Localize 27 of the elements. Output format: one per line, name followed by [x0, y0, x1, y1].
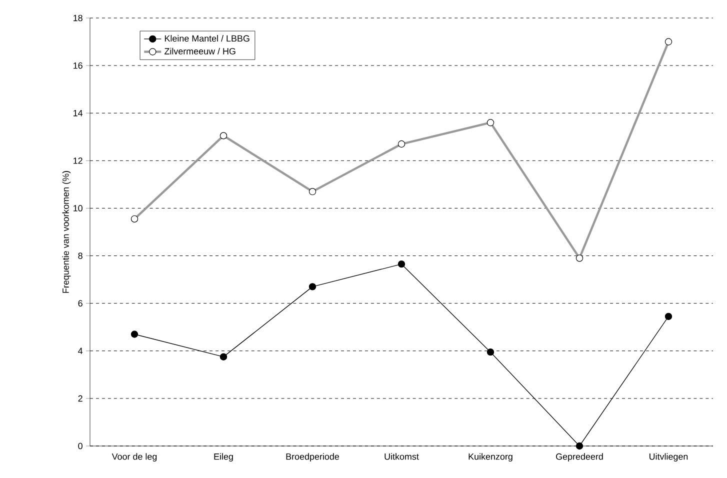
y-tick-label: 12: [74, 158, 82, 164]
y-tick-label: 16: [74, 62, 82, 69]
y-tick-label: 8: [78, 252, 82, 259]
y-tick-label: 4: [78, 348, 83, 354]
x-tick-label: Eileg: [214, 453, 233, 462]
legend-label: Zilvermeeuw / HG: [164, 48, 236, 54]
y-tick-label: 2: [78, 395, 82, 402]
y-tick-label: 6: [78, 300, 82, 307]
y-axis-title: Frequentie van voorkomen (%): [62, 171, 71, 293]
legend-label: Kleine Mantel / LBBG: [164, 35, 250, 42]
x-tick-label: Uitvliegen: [650, 453, 688, 462]
point: [308, 283, 316, 290]
x-tick-label: Gepredeerd: [556, 453, 603, 462]
y-tick-label: 14: [74, 110, 83, 116]
point: [398, 260, 406, 268]
point: [486, 348, 494, 356]
x-tick-label: Broedperiode: [286, 453, 340, 462]
point: [130, 330, 138, 338]
point: [576, 442, 584, 450]
point: [220, 353, 228, 360]
y-tick-label: 0: [78, 442, 82, 450]
x-tick-label: Kuikenzorg: [468, 453, 512, 462]
x-tick-label: Voor de leg: [112, 453, 157, 462]
x-tick-label: Uitkomst: [384, 453, 419, 460]
y-tick-label: 10: [74, 205, 82, 212]
point: [664, 312, 672, 320]
y-tick-label: 18: [74, 14, 82, 22]
